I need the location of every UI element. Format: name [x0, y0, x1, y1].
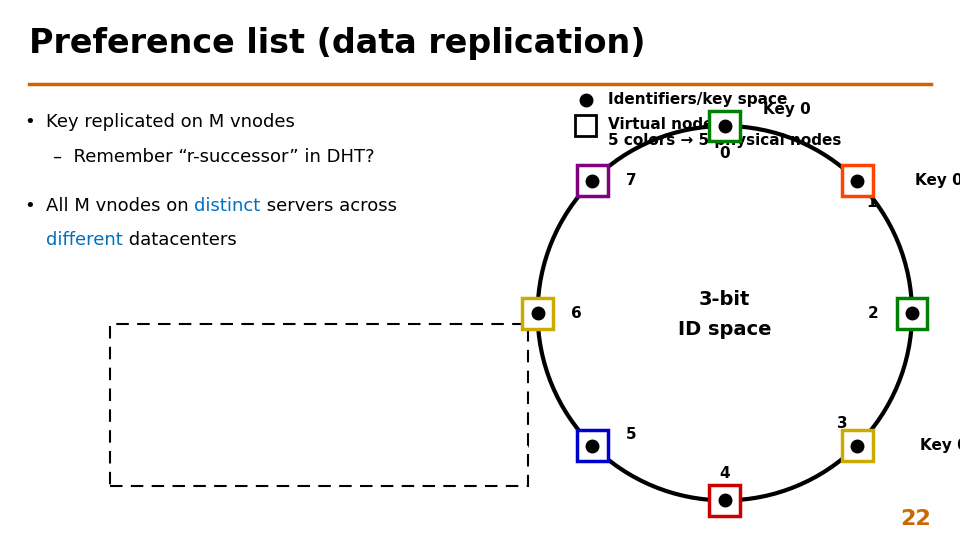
Bar: [577, 430, 608, 461]
Bar: [842, 165, 873, 196]
Bar: [709, 111, 740, 141]
Text: 3-bit: 3-bit: [699, 290, 751, 309]
Text: 5 colors → 5 physical nodes: 5 colors → 5 physical nodes: [608, 133, 841, 148]
Text: Key 0: Key 0: [920, 438, 960, 453]
Text: ID space: ID space: [678, 320, 772, 339]
Text: –  Remember “r-successor” in DHT?: – Remember “r-successor” in DHT?: [53, 148, 374, 166]
Bar: [522, 298, 553, 328]
Text: Key replicated on M vnodes: Key replicated on M vnodes: [46, 113, 295, 131]
Text: }: }: [406, 437, 416, 452]
Text: ,: ,: [316, 437, 326, 452]
Text: servers across: servers across: [261, 197, 396, 215]
Text: •: •: [24, 197, 35, 215]
Text: Preference list (data replication): Preference list (data replication): [29, 27, 645, 60]
Text: ,: ,: [279, 437, 289, 452]
Text: different: different: [46, 231, 123, 248]
Text: 22: 22: [900, 509, 931, 529]
Text: blue: blue: [372, 437, 406, 452]
Text: datacenters: datacenters: [123, 231, 236, 248]
Text: 4: 4: [719, 466, 731, 481]
Text: ,: ,: [361, 437, 372, 452]
Text: vnodes: {0, 1, 3, 5} mapping to servers:: vnodes: {0, 1, 3, 5} mapping to servers:: [156, 406, 483, 421]
Text: green: green: [232, 437, 279, 452]
Text: {: {: [223, 437, 232, 452]
Text: server of key 0: server of key 0: [361, 468, 486, 483]
Text: Key 0: Key 0: [482, 438, 530, 453]
Text: 2: 2: [868, 306, 879, 321]
Text: 1: 1: [866, 195, 876, 210]
Bar: [575, 114, 596, 136]
Text: 7: 7: [626, 173, 636, 188]
Text: 5: 5: [626, 427, 636, 442]
Text: Key 0’s Preference list could be: Key 0’s Preference list could be: [194, 374, 444, 389]
FancyBboxPatch shape: [110, 324, 528, 486]
Bar: [577, 165, 608, 196]
Bar: [842, 430, 873, 461]
Text: 3: 3: [837, 416, 848, 431]
Text: Virtual node:: Virtual node:: [608, 117, 719, 132]
Text: Key 0: Key 0: [915, 173, 960, 188]
Text: Green: Green: [153, 468, 201, 483]
Text: coordinator: coordinator: [255, 468, 361, 483]
Text: All M vnodes on: All M vnodes on: [46, 197, 195, 215]
Text: M = 4: M = 4: [296, 343, 343, 358]
Text: is the: is the: [201, 468, 255, 483]
Text: 0: 0: [719, 145, 731, 160]
Text: gold: gold: [326, 437, 361, 452]
Text: red: red: [289, 437, 316, 452]
Text: distinct: distinct: [195, 197, 261, 215]
Bar: [709, 485, 740, 516]
Text: •: •: [24, 113, 35, 131]
Bar: [897, 298, 927, 328]
Text: 6: 6: [570, 306, 582, 321]
Text: Identifiers/key space: Identifiers/key space: [608, 92, 787, 107]
Text: Key 0: Key 0: [763, 102, 811, 117]
